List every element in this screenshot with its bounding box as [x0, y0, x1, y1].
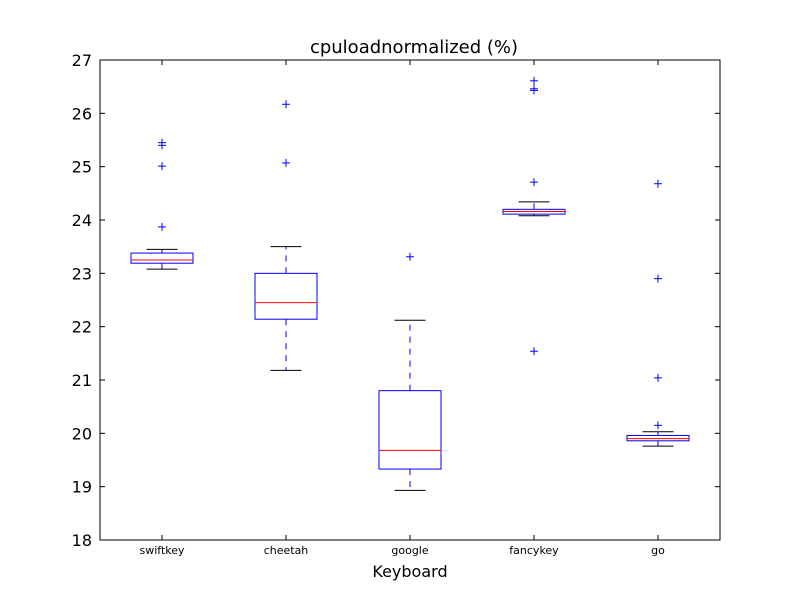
flier-point	[530, 178, 538, 187]
flier-point	[530, 347, 538, 356]
flier-point	[654, 421, 662, 430]
y-tick-label: 23	[72, 264, 92, 283]
flier-point	[158, 138, 166, 147]
x-tick-label: google	[391, 544, 428, 557]
flier-point	[530, 84, 538, 93]
box	[378, 390, 442, 470]
box	[626, 434, 690, 442]
x-tick-label: cheetah	[264, 544, 309, 557]
flier-point	[282, 100, 290, 109]
flier-point	[530, 76, 538, 85]
box-group-fancykey	[502, 76, 566, 356]
plot-area	[130, 76, 690, 491]
x-tick-label: swiftkey	[139, 544, 185, 557]
x-axis-label: Keyboard	[372, 562, 447, 581]
flier-point	[406, 252, 414, 261]
flier-point	[282, 158, 290, 167]
box-group-swiftkey	[130, 138, 194, 270]
x-tick-label: fancykey	[509, 544, 559, 557]
y-tick-label: 20	[72, 424, 92, 443]
y-axis: 18 19 20 21 22 23 24 25 26 27	[72, 51, 720, 550]
box	[130, 252, 194, 264]
chart-title: cpuloadnormalized (%)	[310, 37, 518, 58]
y-tick-label: 21	[72, 371, 92, 390]
flier-point	[158, 222, 166, 231]
plot-frame	[99, 59, 721, 541]
flier-point	[158, 162, 166, 171]
y-tick-label: 26	[72, 104, 92, 123]
y-tick-label: 25	[72, 158, 92, 177]
flier-point	[654, 274, 662, 283]
flier-point	[654, 179, 662, 188]
y-tick-label: 24	[72, 211, 92, 230]
box-group-google	[378, 252, 442, 491]
x-axis: swiftkey cheetah google fancykey go	[139, 60, 665, 557]
box	[254, 272, 318, 320]
y-tick-label: 27	[72, 51, 92, 70]
box-group-cheetah	[254, 100, 318, 371]
flier-point	[654, 373, 662, 382]
y-tick-label: 19	[72, 478, 92, 497]
y-tick-label: 22	[72, 318, 92, 337]
box-group-go	[626, 179, 690, 447]
y-tick-label: 18	[72, 531, 92, 550]
x-tick-label: go	[651, 544, 665, 557]
